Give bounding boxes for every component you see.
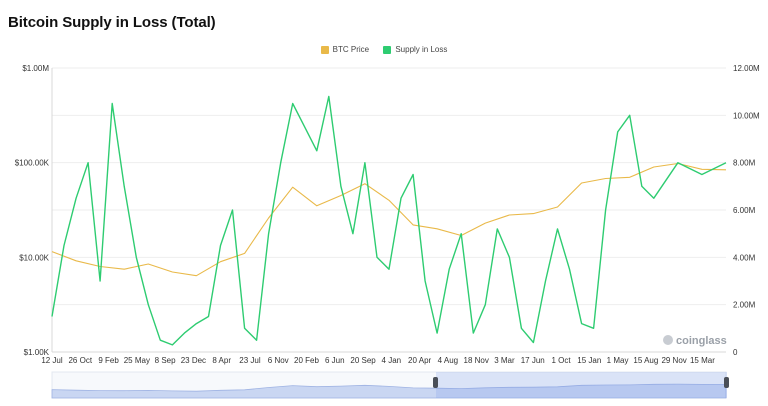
y-right-tick-label: 4.00M [733,253,756,262]
x-tick-label: 12 Jul [41,356,63,365]
x-tick-label: 1 May [607,356,629,365]
series-line-supply-in-loss [51,95,727,346]
navigator-handle-left [433,377,438,388]
navigator-area [51,383,727,399]
y-right-tick-label: 2.00M [733,301,756,310]
x-tick-label: 15 Jan [577,356,601,365]
x-tick-label: 17 Jun [521,356,545,365]
y-left-tick-label: $10.00K [19,253,49,262]
x-tick-label: 4 Jan [382,356,402,365]
x-tick-label: 26 Oct [68,356,92,365]
legend-label-btc-price: BTC Price [332,45,370,54]
x-tick-label: 23 Jul [239,356,261,365]
navigator-selection [436,372,727,398]
x-tick-label: 15 Mar [690,356,715,365]
watermark-logo-icon [663,335,673,345]
legend-item-btc-price[interactable]: BTC Price [320,45,370,54]
x-tick-label: 20 Feb [294,356,319,365]
x-tick-label: 23 Dec [181,356,206,365]
y-right-tick-label: 6.00M [733,206,756,215]
x-tick-label: 8 Apr [212,356,231,365]
x-tick-label: 1 Oct [551,356,571,365]
legend-item-supply-in-loss[interactable]: Supply in Loss [383,45,447,54]
watermark-text: coinglass [676,335,727,347]
x-tick-label: 25 May [124,356,150,365]
x-tick-label: 4 Aug [438,356,458,365]
x-tick-label: 3 Mar [494,356,515,365]
x-tick-label: 6 Jun [325,356,345,365]
y-right-tick-label: 8.00M [733,159,756,168]
x-tick-label: 9 Feb [98,356,119,365]
series-line-btc-price [51,162,727,277]
x-tick-label: 6 Nov [268,356,289,365]
legend-swatch-supply-in-loss [383,45,392,54]
legend: BTC Price Supply in Loss [0,45,768,56]
y-left-tick-label: $1.00M [22,64,49,73]
x-tick-label: 18 Nov [464,356,489,365]
navigator-handle-right [724,377,729,388]
y-right-tick-label: 0 [733,348,738,357]
chart-title: Bitcoin Supply in Loss (Total) [8,14,216,31]
legend-label-supply-in-loss: Supply in Loss [395,45,448,54]
y-left-tick-label: $1.00K [24,348,50,357]
y-left-tick-label: $100.00K [15,159,50,168]
y-right-tick-label: 12.00M [733,64,760,73]
x-tick-label: 8 Sep [155,356,176,365]
x-tick-label: 29 Nov [661,356,686,365]
x-tick-label: 15 Aug [633,356,658,365]
x-tick-label: 20 Apr [408,356,431,365]
y-right-tick-label: 10.00M [733,111,760,120]
x-tick-label: 20 Sep [350,356,376,365]
legend-swatch-btc-price [320,45,329,54]
